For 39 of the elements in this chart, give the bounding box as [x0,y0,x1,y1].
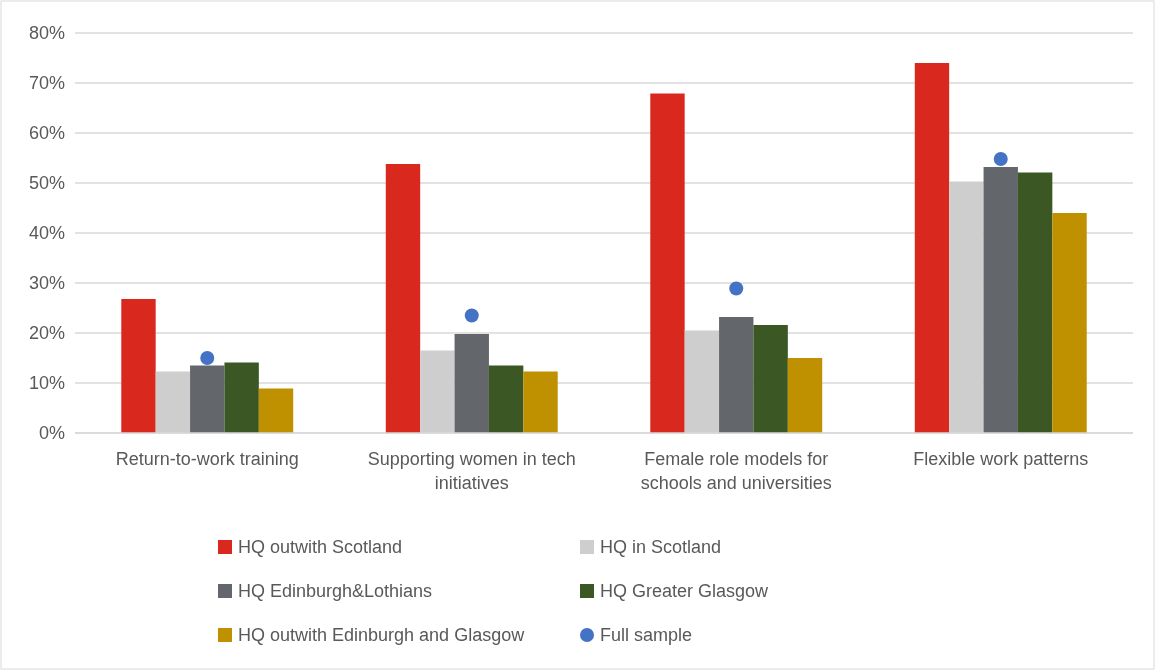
legend-label: HQ outwith Scotland [238,537,403,558]
bar [1052,213,1087,433]
bar [650,93,685,433]
bar [983,167,1018,433]
x-tick-label: Flexible work patterns [913,449,1089,469]
legend-label: HQ in Scotland [600,537,722,558]
legend-label: HQ Greater Glasgow [600,581,770,602]
y-tick-label: 10% [28,373,65,394]
y-tick-label: 40% [28,223,65,244]
bar [454,334,489,433]
bar [121,299,156,433]
bar [258,388,294,433]
legend-label: HQ Edinburgh&Lothians [238,581,433,602]
point [993,152,1008,166]
y-tick-label: 20% [28,323,65,344]
bar [719,317,754,433]
y-tick-label: 70% [28,73,65,94]
y-tick-label: 30% [28,273,65,294]
y-tick-label: 0% [38,423,65,444]
legend-label: Full sample [600,625,693,646]
bar [190,365,225,433]
bar [787,358,823,433]
bar [385,164,421,433]
bar [1017,172,1053,433]
y-tick-label: 60% [28,123,65,144]
bar [488,365,524,433]
bar [914,63,950,433]
point [464,308,479,323]
legend-label: HQ outwith Edinburgh and Glasgow [238,625,526,646]
x-tick-label: Female role models for schools and universities [640,449,832,493]
x-tick-label: Supporting women in tech initiatives [367,449,576,493]
bar [753,325,788,433]
x-tick-label: Return-to-work training [115,449,299,469]
y-tick-label: 80% [28,23,65,44]
point [200,351,215,365]
bar [523,371,558,433]
point [729,281,744,296]
bar [224,362,259,433]
y-tick-label: 50% [28,173,65,194]
